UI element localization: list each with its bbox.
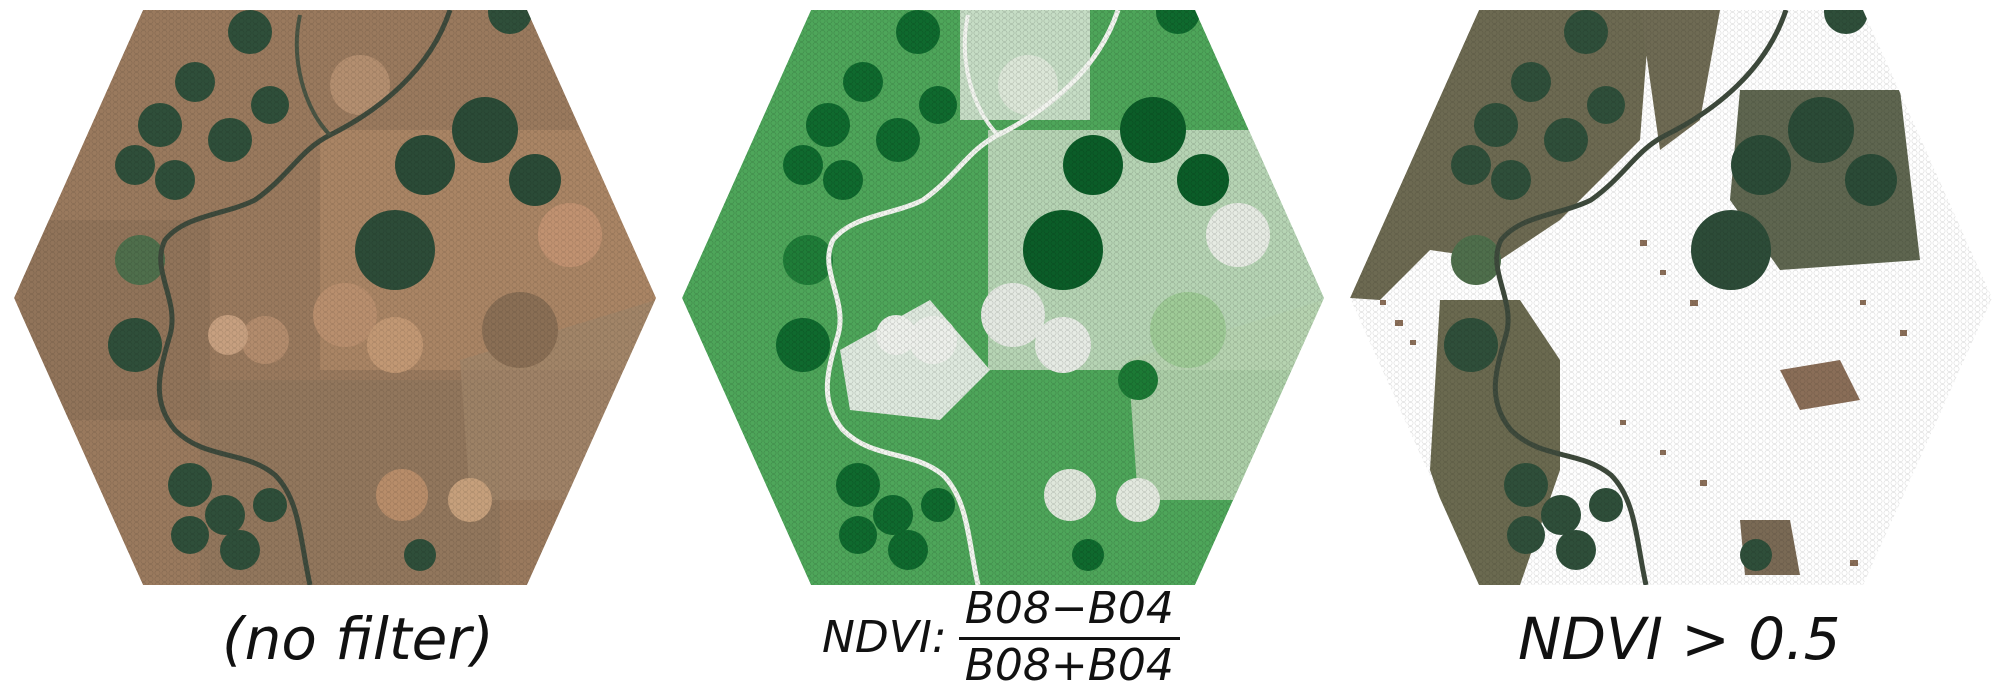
caption-ndvi-formula: NDVI: B08−B04 B08+B04 <box>822 587 1180 688</box>
ndvi-fraction: B08−B04 B08+B04 <box>958 587 1180 691</box>
panel-ndvi-image <box>682 10 1324 585</box>
ndvi-denominator: B08+B04 <box>964 640 1174 691</box>
caption-ndvi-threshold: NDVI > 0.5 <box>1518 605 1841 673</box>
ndvi-numerator: B08−B04 <box>958 587 1180 640</box>
panel-rgb-image <box>14 10 656 585</box>
panel-ndvi-threshold-image <box>1350 10 1992 585</box>
caption-no-filter: (no filter) <box>222 605 494 673</box>
ndvi-label: NDVI: <box>822 611 947 663</box>
